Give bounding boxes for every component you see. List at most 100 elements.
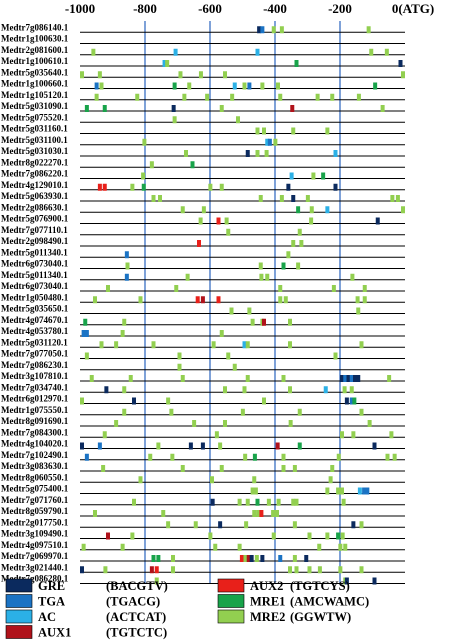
element-mark-aux1 — [262, 318, 266, 326]
element-mark-aux2 — [197, 240, 201, 247]
element-mark-mre2 — [296, 262, 301, 270]
gene-row: Medtr1g100630.1 — [1, 34, 405, 45]
gene-row: Medtr4g074670.1 — [1, 315, 405, 326]
element-mark-mre2 — [165, 60, 170, 67]
element-mark-mre2 — [223, 420, 227, 427]
element-mark-mre2 — [328, 476, 333, 484]
element-mark-mre2 — [325, 487, 330, 495]
element-mark-mre2 — [275, 82, 280, 90]
gene-row: Medtr7g086140.1 — [1, 22, 405, 34]
element-mark-aux1 — [200, 296, 205, 304]
element-mark-mre2 — [208, 532, 213, 540]
gene-row: Medtr4g097510.1 — [1, 540, 405, 551]
element-mark-mre2 — [305, 195, 310, 202]
gene-label: Medtr5g031090.1 — [1, 101, 69, 111]
element-mark-ac — [333, 150, 338, 157]
element-mark-mre2 — [250, 318, 255, 326]
element-mark-gre — [80, 566, 84, 574]
element-mark-mre2 — [166, 397, 171, 405]
element-mark-mre2 — [292, 521, 297, 529]
element-mark-mre2 — [205, 93, 210, 101]
element-mark-mre2 — [258, 195, 263, 202]
element-mark-gre — [245, 150, 250, 157]
element-mark-mre2 — [338, 543, 343, 551]
element-mark-mre1 — [151, 555, 156, 562]
gene-label: Medtr2g098490.1 — [1, 236, 69, 246]
element-mark-mre2 — [237, 543, 242, 551]
element-mark-mre2 — [130, 532, 135, 540]
element-mark-mre2 — [330, 465, 335, 472]
gene-label: Medtr3g083630.1 — [1, 461, 69, 471]
element-mark-mre2 — [230, 93, 235, 101]
element-mark-mre2 — [336, 487, 341, 495]
element-mark-gre — [356, 375, 361, 382]
element-mark-mre2 — [187, 82, 192, 90]
gene-row: Medtr6g012970.1 — [1, 394, 405, 405]
element-mark-mre2 — [138, 476, 143, 484]
gene-row: Medtr5g031030.1 — [1, 146, 405, 157]
element-mark-mre2 — [279, 195, 284, 202]
element-mark-ac — [232, 82, 237, 90]
gene-row: Medtr7g086230.1 — [1, 360, 405, 371]
gene-row: Medtr3g083630.1 — [1, 461, 405, 472]
element-mark-mre2 — [170, 453, 175, 461]
element-mark-mre2 — [242, 82, 247, 90]
gene-row: Medtr1g105120.1 — [1, 90, 405, 101]
element-mark-tga — [81, 330, 86, 337]
element-mark-mre2 — [132, 498, 136, 506]
legend-motif: (GGWTW) — [290, 610, 351, 624]
element-mark-mre2 — [342, 386, 347, 394]
element-mark-aux2 — [154, 566, 159, 574]
element-mark-aux1 — [275, 442, 280, 450]
element-mark-mre2 — [81, 543, 86, 551]
legend-name: MRE1 — [250, 595, 285, 609]
element-mark-mre2 — [120, 330, 125, 337]
element-mark-ac — [162, 60, 167, 67]
element-mark-mre2 — [264, 150, 269, 157]
gene-row: Medtr7g084300.1 — [1, 427, 405, 439]
element-mark-mre2 — [262, 127, 266, 135]
element-mark-mre2 — [94, 93, 99, 101]
element-mark-mre2 — [392, 453, 397, 461]
gene-label: Medtr7g077110.1 — [1, 225, 68, 235]
element-mark-mre2 — [245, 375, 250, 382]
element-mark-aux1 — [149, 566, 154, 574]
element-mark-mre2 — [273, 138, 278, 146]
element-mark-tga — [97, 442, 102, 450]
gene-label: Medtr7g086140.1 — [1, 22, 69, 32]
element-mark-mre2 — [288, 420, 293, 427]
legend-motif: (TGTCTC) — [106, 626, 167, 640]
element-mark-mre2 — [325, 127, 330, 135]
element-mark-mre2 — [349, 386, 354, 394]
element-mark-gre — [200, 442, 205, 450]
gene-label: Medtr5g075400.1 — [1, 484, 69, 494]
element-mark-mre2 — [350, 273, 355, 281]
element-mark-mre2 — [244, 521, 249, 529]
element-mark-mre2 — [271, 532, 276, 540]
element-mark-tga — [278, 555, 283, 562]
gene-label: Medtr1g050480.1 — [1, 292, 69, 302]
legend-name: TGA — [38, 595, 65, 609]
element-mark-mre2 — [114, 341, 119, 349]
element-mark-mre2 — [232, 363, 237, 371]
element-mark-gre — [132, 397, 136, 405]
legend-name: AUX1 — [38, 626, 71, 640]
element-mark-mre1 — [297, 442, 302, 450]
gene-row: Medtr4g104020.1 — [1, 439, 405, 450]
element-mark-mre1 — [252, 453, 257, 461]
element-mark-mre2 — [341, 498, 346, 506]
gene-label: Medtr8g091690.1 — [1, 416, 69, 426]
gene-row: Medtr5g076900.1 — [1, 214, 405, 225]
element-mark-mre2 — [307, 566, 312, 574]
element-mark-mre1 — [102, 105, 107, 112]
element-mark-aux2 — [216, 296, 221, 304]
element-mark-mre2 — [180, 375, 185, 382]
element-mark-mre2 — [245, 341, 250, 349]
element-mark-gre — [104, 386, 109, 394]
gene-label: Medtr5g031160.1 — [1, 124, 68, 134]
gene-label: Medtr7g086280.1 — [1, 574, 69, 584]
element-mark-mre2 — [148, 453, 153, 461]
element-mark-mre2 — [288, 341, 292, 349]
legend-swatch — [5, 609, 33, 624]
element-mark-aux2 — [102, 183, 107, 191]
